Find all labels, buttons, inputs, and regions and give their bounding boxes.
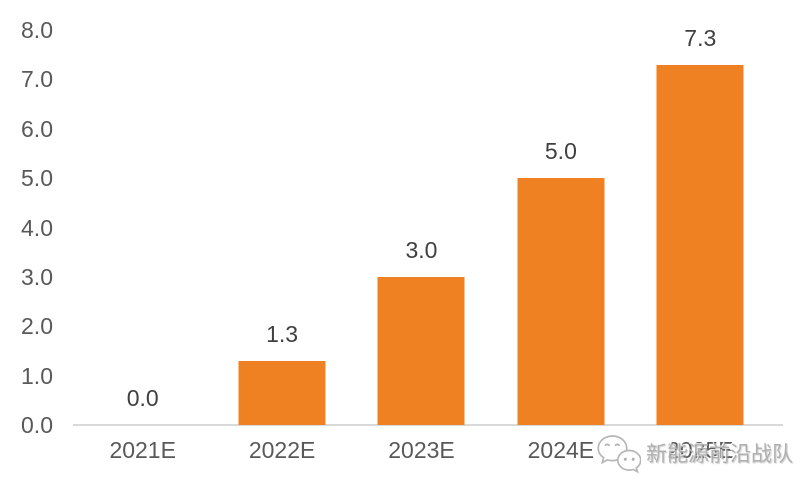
- bar: [656, 64, 744, 425]
- x-tick-label: 2021E: [109, 437, 176, 463]
- bar-group: 7.3 2025E: [631, 26, 770, 462]
- y-tick-label: 3.0: [21, 263, 53, 290]
- y-tick-label: 6.0: [21, 115, 53, 142]
- y-axis: 0.0 1.0 2.0 3.0 4.0 5.0 6.0 7.0 8.0: [0, 18, 53, 437]
- x-tick-label: 2023E: [388, 437, 455, 463]
- bar-value-label: 1.3: [266, 320, 299, 347]
- y-tick-label: 0.0: [21, 412, 53, 438]
- y-tick-label: 2.0: [21, 313, 53, 340]
- bar-value-label: 5.0: [544, 138, 577, 165]
- x-axis-baseline: [73, 424, 783, 426]
- y-tick-label: 4.0: [21, 214, 53, 241]
- x-tick-label: 2024E: [527, 437, 595, 463]
- bar-value-label: 3.0: [405, 236, 438, 263]
- bar: [238, 360, 326, 425]
- x-tick-label: 2025E: [667, 437, 734, 463]
- y-tick-label: 5.0: [21, 165, 53, 192]
- y-tick-label: 1.0: [21, 362, 53, 389]
- bar-value-label: 7.3: [684, 24, 717, 51]
- y-tick-label: 8.0: [21, 17, 53, 43]
- bar: [377, 276, 465, 425]
- y-tick-label: 7.0: [21, 66, 53, 93]
- plot-area: 0.0 2021E 1.3 2022E 3.0 2023E 5.0 2024E 7.3 2025E: [73, 26, 783, 462]
- bar: [517, 178, 605, 425]
- bar-value-label: 0.0: [126, 385, 159, 411]
- x-tick-label: 2022E: [248, 437, 316, 463]
- bar-group: 3.0 2023E: [352, 30, 491, 462]
- bar-group: 1.3 2022E: [212, 30, 351, 462]
- bar-group: 5.0 2024E: [491, 30, 630, 462]
- bar-group: 0.0 2021E: [73, 30, 212, 462]
